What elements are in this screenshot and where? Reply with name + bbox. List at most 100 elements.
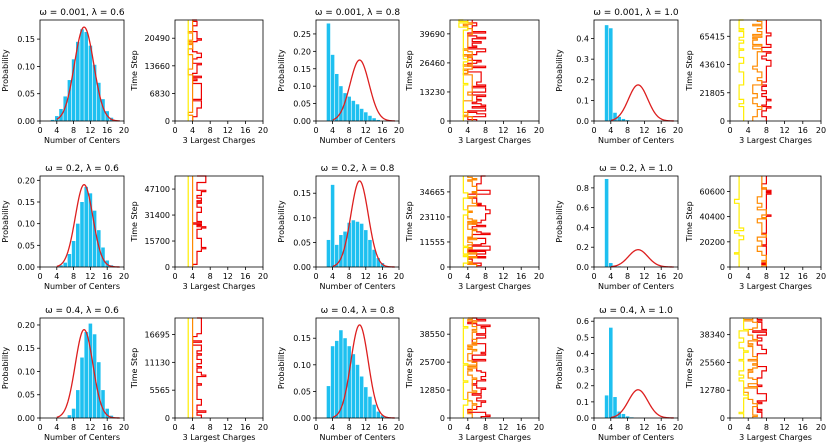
panel-title: ω = 0.2, λ = 0.8 (321, 164, 395, 174)
hist-bar (80, 202, 84, 267)
x-tick-label: 20 (816, 126, 826, 135)
x-tick-label: 20 (816, 423, 826, 432)
x-tick-label: 0 (447, 423, 452, 432)
x-tick-label: 16 (656, 126, 666, 135)
axes-frame (449, 175, 540, 268)
y-tick-label: 13660 (145, 62, 170, 71)
charge-trace-largest (467, 20, 487, 121)
y-tick-label: 0 (165, 117, 170, 126)
x-tick-label: 0 (591, 272, 596, 281)
x-axis-label: 3 Largest Charges (739, 282, 812, 291)
y-tick-label: 0.25 (293, 30, 311, 39)
hist-bar (364, 230, 368, 267)
x-tick-label: 8 (208, 272, 213, 281)
y-tick-label: 0.10 (17, 62, 35, 71)
x-tick-label: 20 (119, 126, 129, 135)
x-tick-label: 12 (780, 423, 790, 432)
x-tick-label: 0 (313, 272, 318, 281)
x-axis-label: Number of Centers (598, 433, 674, 442)
x-tick-label: 4 (190, 272, 195, 281)
x-tick-label: 16 (240, 272, 250, 281)
charge-trace-largest (752, 318, 767, 418)
y-tick-label: 0.4 (576, 35, 589, 44)
x-tick-label: 8 (347, 126, 352, 135)
x-tick-label: 12 (85, 423, 95, 432)
x-tick-label: 4 (330, 126, 335, 135)
panel-title: ω = 0.4, λ = 0.6 (45, 306, 119, 316)
x-tick-label: 4 (190, 126, 195, 135)
hist-bar (609, 28, 613, 122)
panel-title: ω = 0.001, λ = 0.6 (39, 8, 124, 18)
x-tick-label: 0 (37, 272, 42, 281)
x-tick-label: 20 (673, 126, 683, 135)
charge-trace-largest (467, 175, 491, 267)
y-tick-label: 34665 (420, 188, 445, 197)
x-tick-label: 8 (764, 126, 769, 135)
hist-bar (80, 29, 84, 121)
fit-curve (610, 249, 674, 268)
hist-bar (76, 390, 80, 418)
x-tick-label: 20 (258, 126, 268, 135)
x-tick-label: 12 (85, 126, 95, 135)
charge-trace-second (462, 20, 473, 121)
hist-bar (347, 346, 351, 418)
hist-bar (625, 120, 630, 121)
x-axis-label: 3 Largest Charges (458, 282, 531, 291)
axes-frame (39, 317, 125, 419)
x-tick-label: 0 (37, 126, 42, 135)
y-axis-label: Time Step (130, 201, 139, 242)
x-tick-label: 12 (85, 272, 95, 281)
x-axis-label: 3 Largest Charges (183, 282, 256, 291)
x-tick-label: 12 (498, 423, 508, 432)
y-tick-label: 0.10 (17, 367, 35, 376)
x-tick-label: 4 (608, 126, 613, 135)
hist-bar (364, 387, 368, 418)
charge-trace-third (458, 19, 469, 121)
x-tick-label: 20 (258, 423, 268, 432)
x-tick-label: 12 (780, 272, 790, 281)
y-tick-label: 11555 (420, 238, 445, 247)
y-tick-label: 31400 (145, 211, 170, 220)
y-tick-label: 0 (440, 117, 445, 126)
axes-frame (315, 19, 400, 122)
x-tick-label: 0 (591, 126, 596, 135)
hist-bar (84, 331, 88, 418)
hist-bar (88, 323, 93, 418)
x-axis-label: 3 Largest Charges (739, 136, 812, 145)
y-tick-label: 0.20 (17, 176, 35, 185)
panel-title: ω = 0.2, λ = 1.0 (599, 164, 673, 174)
charge-trace-second (467, 317, 478, 418)
x-tick-label: 12 (498, 126, 508, 135)
hist-bar (71, 241, 76, 267)
x-tick-label: 0 (727, 423, 732, 432)
y-tick-label: 0.00 (17, 414, 35, 423)
y-axis-label: Time Step (685, 50, 694, 91)
fit-curve (56, 328, 120, 419)
y-tick-label: 0.15 (293, 189, 311, 198)
x-tick-label: 8 (483, 126, 488, 135)
x-tick-label: 4 (54, 126, 59, 135)
x-axis-label: Number of Centers (44, 433, 120, 442)
hist-bar (76, 41, 80, 121)
x-axis-label: Number of Centers (319, 282, 395, 291)
y-tick-label: 0.0 (576, 414, 589, 423)
hist-bar (380, 415, 385, 418)
y-tick-label: 21805 (700, 89, 725, 98)
trace-panel-17: 0 4 8 12 16 20 3 Largest Charges 0 12780 25560 383… (685, 317, 826, 442)
y-tick-label: 0.00 (293, 263, 311, 272)
charge-trace-largest (192, 19, 202, 121)
y-tick-label: 20490 (145, 34, 170, 43)
trace-panel-13: 0 4 8 12 16 203 Largest Charges 0 5565 11130 1669… (130, 317, 268, 442)
x-tick-label: 12 (223, 272, 233, 281)
axes-frame (315, 175, 400, 268)
x-tick-label: 4 (330, 272, 335, 281)
hist-bar (351, 354, 356, 418)
y-tick-label: 39690 (420, 30, 445, 39)
y-tick-label: 0.05 (293, 100, 311, 109)
hist-bar (84, 32, 88, 121)
x-tick-label: 4 (465, 272, 470, 281)
x-tick-label: 4 (465, 423, 470, 432)
